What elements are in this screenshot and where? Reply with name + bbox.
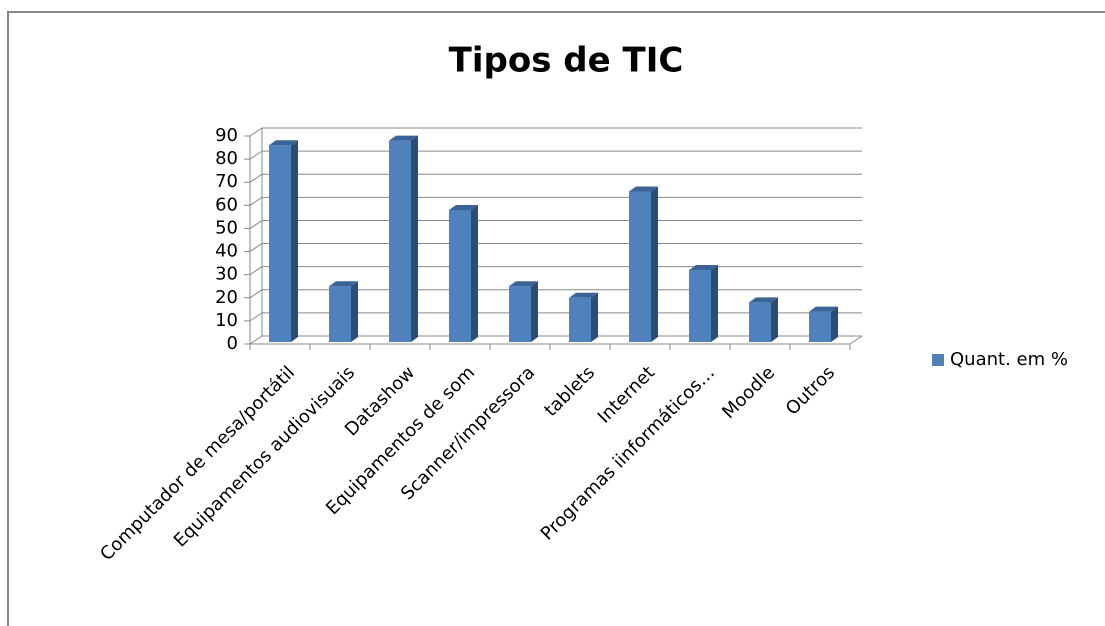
grid-line bbox=[249, 312, 862, 322]
y-tick-label: 80 bbox=[215, 148, 238, 169]
grid-line bbox=[249, 196, 862, 206]
bar-top bbox=[569, 292, 598, 298]
bar-side bbox=[831, 306, 838, 342]
y-tick-label: 60 bbox=[215, 194, 238, 215]
y-tick-label: 40 bbox=[215, 241, 238, 262]
y-tick-label: 30 bbox=[215, 264, 238, 285]
bar bbox=[749, 302, 771, 342]
bar-top bbox=[629, 186, 658, 192]
bar bbox=[569, 297, 591, 342]
y-tick-label: 10 bbox=[215, 310, 238, 331]
bar-side bbox=[411, 135, 418, 342]
bar bbox=[809, 311, 831, 342]
bar bbox=[329, 286, 351, 342]
grid-line bbox=[249, 243, 862, 252]
chart-title: Tipos de TIC bbox=[449, 41, 684, 81]
bar-side bbox=[471, 204, 478, 342]
grid-line bbox=[249, 127, 862, 137]
bar bbox=[269, 145, 291, 342]
bar-top bbox=[389, 135, 418, 141]
bar bbox=[629, 191, 651, 342]
bar-top bbox=[509, 281, 538, 287]
bar-top bbox=[449, 204, 478, 210]
legend-swatch bbox=[932, 354, 944, 366]
bar-side bbox=[291, 140, 298, 342]
grid-line bbox=[249, 289, 862, 299]
y-tick-label: 90 bbox=[215, 125, 238, 146]
grid-line bbox=[249, 150, 862, 160]
bar bbox=[389, 140, 411, 342]
bar-side bbox=[531, 281, 538, 342]
bar-side bbox=[591, 292, 598, 342]
bar-top bbox=[689, 265, 718, 271]
y-tick-label: 0 bbox=[227, 333, 238, 354]
grid-line bbox=[249, 335, 862, 345]
chart-frame bbox=[7, 11, 1105, 626]
grid-line bbox=[249, 173, 862, 183]
bar bbox=[509, 286, 531, 342]
bar-top bbox=[809, 306, 838, 312]
grid-line bbox=[249, 219, 862, 229]
y-tick-label: 20 bbox=[215, 287, 238, 308]
bar-top bbox=[329, 281, 358, 287]
bar bbox=[449, 209, 471, 342]
bar-top bbox=[749, 297, 778, 303]
bar bbox=[689, 270, 711, 342]
grid-line bbox=[249, 266, 862, 276]
bar-side bbox=[771, 297, 778, 342]
bar-side bbox=[711, 265, 718, 342]
legend-label: Quant. em % bbox=[950, 349, 1068, 370]
bar-top bbox=[269, 140, 298, 146]
bar-side bbox=[651, 186, 658, 342]
y-tick-label: 50 bbox=[215, 217, 238, 238]
bar-side bbox=[351, 281, 358, 342]
y-tick-label: 70 bbox=[215, 171, 238, 192]
